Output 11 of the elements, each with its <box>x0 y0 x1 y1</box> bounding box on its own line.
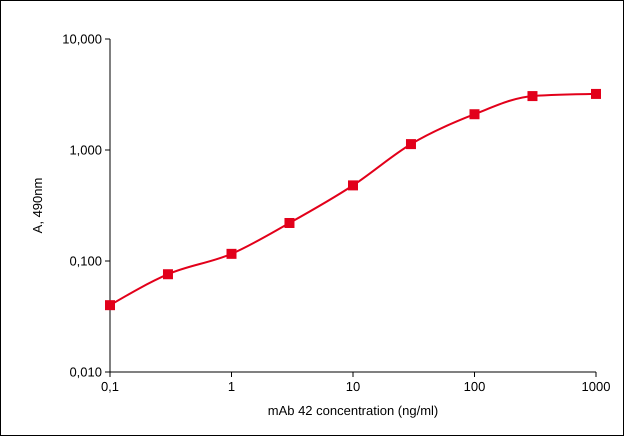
y-tick-label: 10,000 <box>62 32 102 46</box>
x-tick-label: 1000 <box>582 379 610 394</box>
y-tick-label: 0,010 <box>69 364 102 380</box>
y-tick-label: 1,000 <box>69 142 102 158</box>
x-tick-label: 1 <box>228 379 236 394</box>
x-tick-label: 10 <box>346 379 360 394</box>
x-tick-label: 100 <box>464 379 486 394</box>
x-axis-title: mAb 42 concentration (ng/ml) <box>268 403 438 418</box>
x-tick-label: 0,1 <box>100 379 120 394</box>
y-tick-label: 0,100 <box>69 254 102 268</box>
y-axis-title: A, 490nm <box>30 178 45 234</box>
